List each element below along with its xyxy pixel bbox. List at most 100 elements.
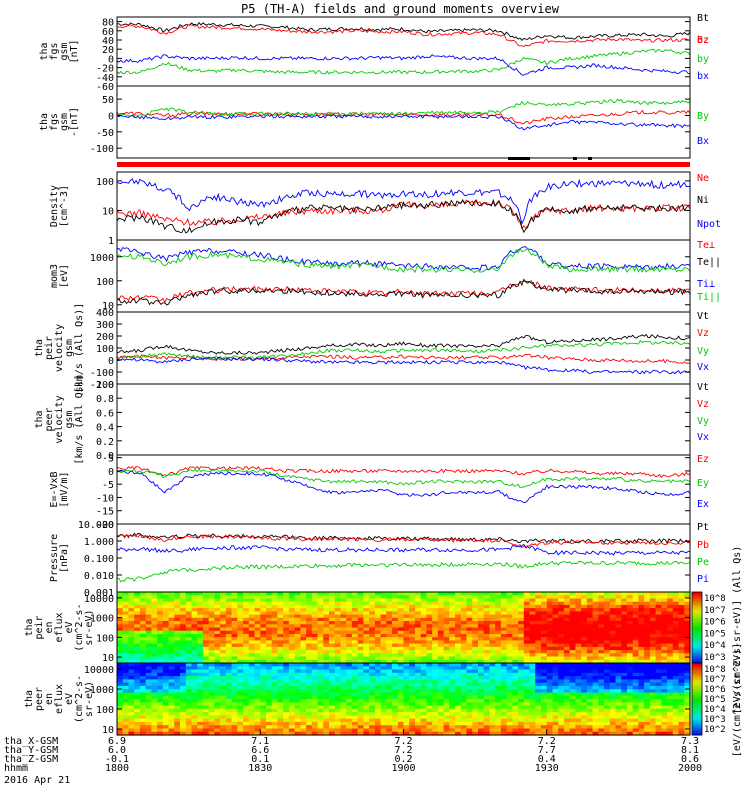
heatmap-cell	[455, 669, 462, 674]
heatmap-cell	[478, 663, 485, 667]
heatmap-cell	[420, 708, 427, 713]
heatmap-cell	[351, 601, 359, 606]
heatmap-cell	[254, 708, 261, 713]
heatmap-cell	[145, 672, 152, 677]
heatmap-cell	[168, 617, 175, 622]
heatmap-cell	[632, 689, 639, 694]
heatmap-cell	[632, 656, 639, 661]
heatmap-cell	[134, 725, 141, 730]
heatmap-cell	[575, 689, 582, 694]
heatmap-cell	[357, 656, 364, 661]
heatmap-cell	[563, 659, 571, 664]
heatmap-cell	[518, 721, 525, 726]
y-axis-label-line: sr-eV)	[84, 609, 95, 645]
heatmap-cell	[351, 617, 359, 622]
heatmap-cell	[208, 682, 215, 687]
heatmap-cell	[512, 689, 519, 694]
heatmap-cell	[151, 611, 158, 616]
heatmap-cell	[363, 595, 370, 599]
heatmap-cell	[248, 621, 256, 625]
heatmap-cell	[518, 656, 525, 661]
heatmap-cell	[294, 646, 301, 651]
heatmap-cell	[684, 718, 691, 723]
heatmap-cell	[581, 646, 588, 651]
heatmap-cell	[311, 708, 319, 713]
heatmap-cell	[437, 682, 445, 687]
legend-Bt: Bt	[697, 13, 709, 24]
heatmap-cell	[581, 656, 588, 661]
heatmap-cell	[191, 650, 198, 654]
heatmap-cell	[122, 646, 129, 651]
heatmap-cell	[214, 721, 221, 726]
heatmap-cell	[168, 650, 175, 654]
heatmap-cell	[443, 702, 450, 707]
heatmap-cell	[604, 611, 611, 616]
heatmap-cell	[151, 666, 158, 671]
heatmap-cell	[512, 702, 519, 707]
heatmap-cell	[432, 611, 439, 616]
heatmap-cell	[174, 598, 181, 603]
heatmap-cell	[151, 592, 158, 596]
heatmap-cell	[283, 608, 290, 612]
heatmap-cell	[134, 601, 141, 606]
heatmap-cell	[403, 650, 410, 654]
heatmap-cell	[380, 699, 387, 703]
heatmap-cell	[483, 630, 490, 635]
heatmap-cell	[478, 669, 485, 674]
heatmap-cell	[443, 708, 450, 713]
heatmap-cell	[586, 699, 594, 703]
heatmap-cell	[311, 598, 319, 603]
heatmap-cell	[598, 650, 605, 654]
heatmap-cell	[506, 679, 513, 684]
heatmap-cell	[374, 646, 382, 651]
heatmap-cell	[311, 663, 319, 667]
heatmap-cell	[655, 689, 662, 694]
heatmap-cell	[403, 702, 410, 707]
heatmap-cell	[117, 682, 124, 687]
heatmap-cell	[546, 659, 554, 664]
heatmap-cell	[357, 666, 364, 671]
heatmap-cell	[180, 689, 187, 694]
heatmap-cell	[529, 604, 536, 609]
heatmap-cell	[627, 663, 634, 667]
heatmap-cell	[317, 692, 324, 697]
heatmap-cell	[260, 592, 267, 596]
heatmap-cell	[180, 663, 187, 667]
heatmap-cell	[541, 663, 548, 667]
heatmap-cell	[340, 699, 347, 703]
heatmap-cell	[472, 663, 479, 667]
heatmap-cell	[202, 669, 210, 674]
heatmap-cell	[581, 595, 588, 599]
heatmap-cell	[466, 653, 473, 658]
heatmap-cell	[592, 653, 599, 658]
heatmap-cell	[369, 634, 376, 638]
heatmap-cell	[575, 643, 582, 648]
heatmap-cell	[202, 728, 210, 733]
heatmap-cell	[592, 712, 599, 716]
heatmap-cell	[449, 595, 456, 599]
heatmap-cell	[202, 695, 210, 700]
heatmap-cell	[202, 640, 210, 645]
heatmap-cell	[185, 705, 193, 710]
heatmap-cell	[122, 718, 129, 723]
heatmap-cell	[449, 598, 456, 603]
heatmap-cell	[266, 718, 273, 723]
heatmap-cell	[609, 705, 617, 710]
heatmap-cell	[117, 702, 124, 707]
heatmap-cell	[346, 598, 353, 603]
heatmap-cell	[518, 617, 525, 622]
heatmap-cell	[489, 699, 496, 703]
heatmap-cell	[523, 728, 531, 733]
heatmap-cell	[306, 617, 313, 622]
heatmap-cell	[346, 653, 353, 658]
heatmap-cell	[541, 705, 548, 710]
heatmap-cell	[300, 695, 307, 700]
heatmap-cell	[197, 721, 204, 726]
series-line-Ni	[116, 198, 690, 234]
heatmap-cell	[678, 627, 685, 632]
heatmap-cell	[661, 608, 668, 612]
heatmap-cell	[363, 689, 370, 694]
heatmap-cell	[323, 721, 330, 726]
heatmap-cell	[351, 666, 359, 671]
heatmap-cell	[598, 624, 605, 629]
